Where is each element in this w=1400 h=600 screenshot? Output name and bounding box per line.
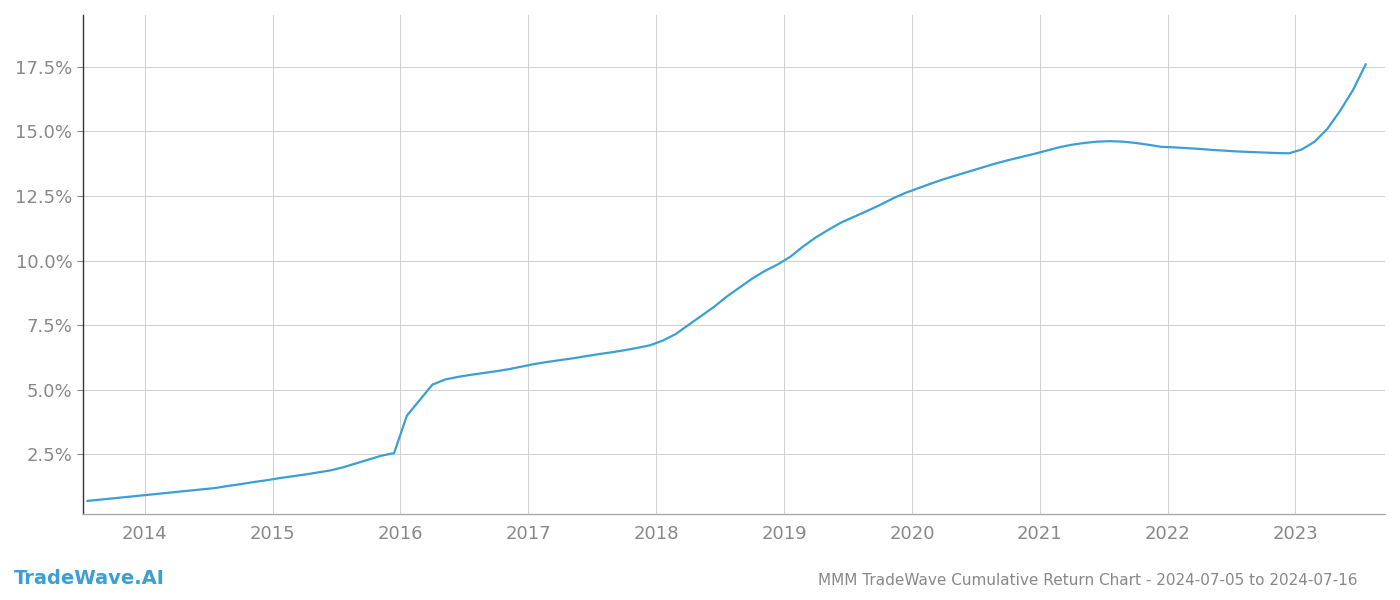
Text: TradeWave.AI: TradeWave.AI [14, 569, 165, 588]
Text: MMM TradeWave Cumulative Return Chart - 2024-07-05 to 2024-07-16: MMM TradeWave Cumulative Return Chart - … [819, 573, 1358, 588]
